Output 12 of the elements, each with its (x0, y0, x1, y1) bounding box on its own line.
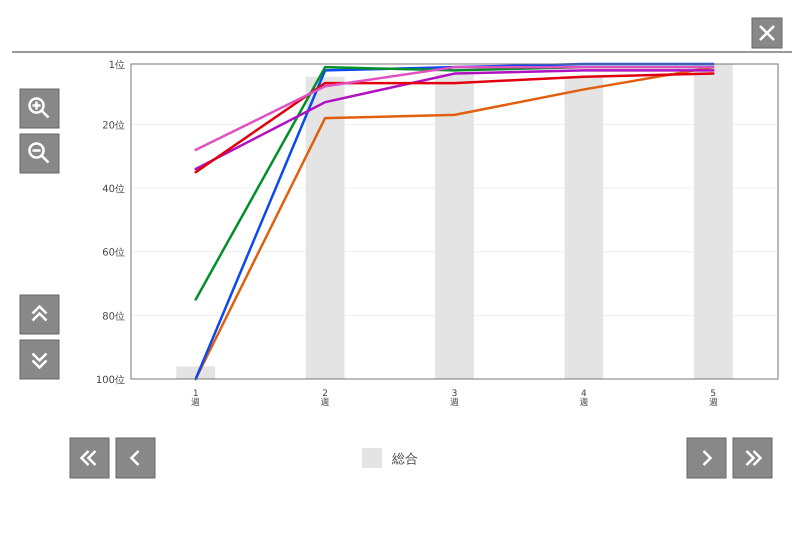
y-tick-label: 80位 (102, 310, 125, 322)
y-tick-label: 20位 (102, 119, 125, 132)
y-tick-label: 1位 (108, 59, 125, 71)
x-tick-label: 2週 (320, 389, 330, 408)
x-tick-label: 5週 (708, 389, 718, 408)
y-tick-label: 40位 (102, 183, 125, 196)
y-tick-label: 100位 (96, 374, 125, 386)
x-tick-label: 4週 (579, 389, 588, 408)
legend-label: 総合 (391, 452, 418, 467)
x-tick-label: 3週 (450, 389, 459, 408)
x-tick-label: 1週 (191, 389, 200, 408)
y-tick-label: 60位 (102, 246, 125, 259)
